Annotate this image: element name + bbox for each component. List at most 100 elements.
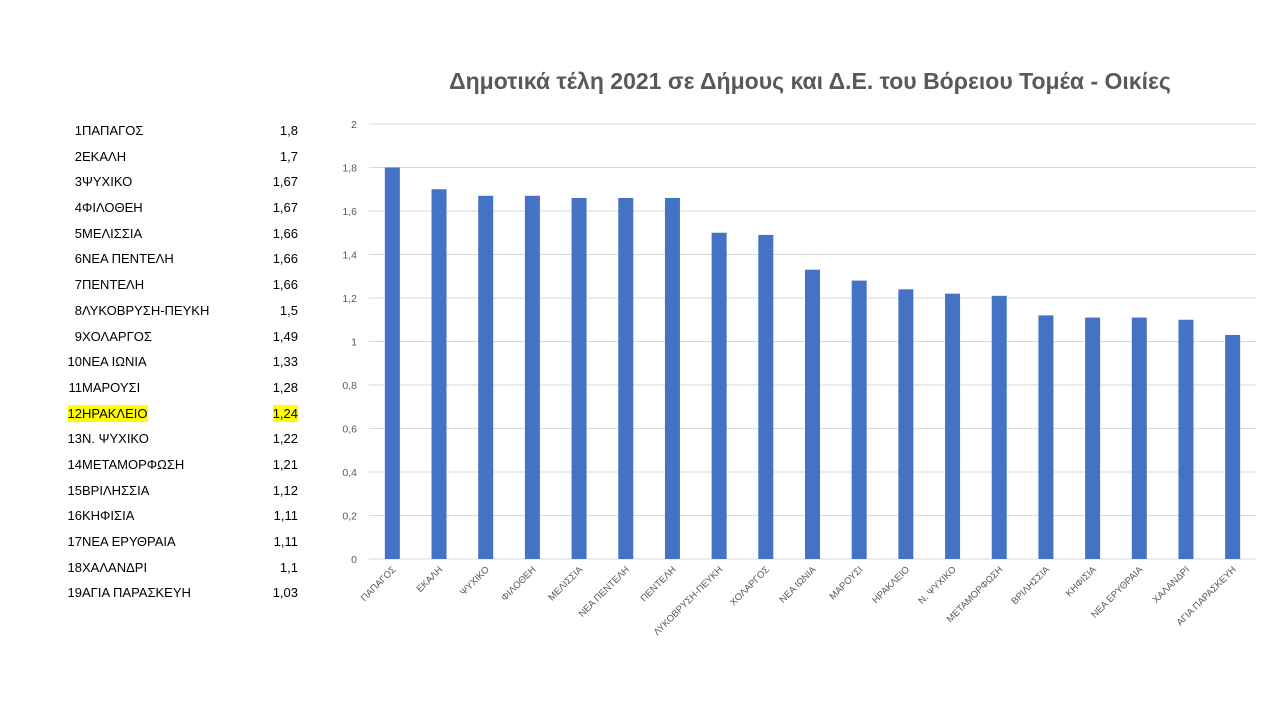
name-cell: ΜΕΛΙΣΣΙΑ (82, 221, 142, 247)
name-text: ΦΙΛΟΘΕΗ (82, 200, 143, 216)
value-cell: 1,67 (273, 169, 298, 195)
table-row: 15 ΒΡΙΛΗΣΣΙΑ 1,12 (58, 478, 303, 504)
x-tick-label: Ν. ΨΥΧΙΚΟ (916, 564, 958, 606)
rank-cell: 18 (58, 555, 82, 581)
table-row: 8 ΛΥΚΟΒΡΥΣΗ-ΠΕΥΚΗ 1,5 (58, 298, 303, 324)
y-tick-label: 0 (351, 554, 357, 566)
rank-text: 15 (67, 482, 82, 498)
value-cell: 1,8 (280, 118, 298, 144)
name-text: ΨΥΧΙΚΟ (82, 174, 133, 190)
value-text: 1,03 (272, 585, 298, 601)
value-cell: 1,24 (272, 401, 298, 427)
rank-text: 2 (74, 148, 82, 164)
name-text: ΧΟΛΑΡΓΟΣ (82, 328, 152, 344)
name-cell: ΝΕΑ ΠΕΝΤΕΛΗ (82, 246, 174, 272)
table-row: 12 ΗΡΑΚΛΕΙΟ 1,24 (58, 401, 303, 427)
value-text: 1,28 (272, 379, 298, 395)
table-row: 13 Ν. ΨΥΧΙΚΟ 1,22 (58, 426, 303, 452)
x-tick-label: ΧΟΛΑΡΓΟΣ (728, 564, 772, 608)
table-row: 2 ΕΚΑΛΗ 1,7 (58, 144, 303, 170)
name-cell: ΝΕΑ ΕΡΥΘΡΑΙΑ (82, 529, 176, 555)
name-cell: ΚΗΦΙΣΙΑ (82, 503, 134, 529)
bar (384, 167, 400, 559)
table-row: 5 ΜΕΛΙΣΣΙΑ 1,66 (58, 221, 303, 247)
value-text: 1,67 (272, 174, 298, 190)
name-cell: ΗΡΑΚΛΕΙΟ (82, 401, 148, 427)
bar (571, 197, 587, 559)
rank-text: 14 (67, 456, 82, 472)
rank-text: 8 (74, 302, 82, 318)
table-row: 19 ΑΓΙΑ ΠΑΡΑΣΚΕΥΗ 1,03 (58, 580, 303, 606)
table-row: 4 ΦΙΛΟΘΕΗ 1,67 (58, 195, 303, 221)
value-cell: 1,66 (273, 221, 298, 247)
rank-cell: 7 (58, 272, 82, 298)
rank-text: 3 (74, 174, 82, 190)
table-row: 9 ΧΟΛΑΡΓΟΣ 1,49 (58, 324, 303, 350)
ranking-table: 1 ΠΑΠΑΓΟΣ 1,8 2 ΕΚΑΛΗ 1,7 3 ΨΥΧΙΚΟ 1,67 4 ΦΙΛΟΘΕΗ 1… (58, 118, 303, 606)
x-tick-label: ΚΗΦΙΣΙΑ (1064, 564, 1099, 599)
value-text: 1,8 (279, 123, 298, 138)
bar (664, 197, 680, 559)
value-text: 1,7 (279, 148, 298, 164)
name-cell: ΦΙΛΟΘΕΗ (82, 195, 143, 221)
value-text: 1,67 (272, 200, 298, 216)
bar (945, 293, 961, 559)
bar (1038, 315, 1054, 559)
y-tick-label: 1 (351, 337, 357, 349)
bar (898, 289, 914, 559)
rank-cell: 16 (58, 503, 82, 529)
value-cell: 1,12 (273, 478, 298, 504)
rank-cell: 14 (58, 452, 82, 478)
rank-text: 19 (67, 585, 82, 601)
name-text: ΝΕΑ ΠΕΝΤΕΛΗ (82, 251, 174, 267)
rank-cell: 2 (58, 144, 82, 170)
name-cell: ΧΟΛΑΡΓΟΣ (82, 324, 152, 350)
bar (805, 269, 820, 559)
y-axis-labels: 0 0,2 0,4 0,6 0,8 1 1,2 1,4 1,6 1,8 2 (342, 119, 357, 566)
bar (1225, 334, 1241, 559)
y-tick-label: 0,2 (342, 511, 357, 523)
value-text: 1,66 (272, 277, 298, 293)
name-text: ΝΕΑ ΙΩΝΙΑ (82, 354, 147, 370)
name-text: ΗΡΑΚΛΕΙΟ (82, 404, 148, 422)
name-text: ΝΕΑ ΕΡΥΘΡΑΙΑ (82, 534, 176, 549)
name-text: ΕΚΑΛΗ (82, 148, 127, 164)
x-tick-label: ΗΡΑΚΛΕΙΟ (870, 564, 912, 606)
value-text: 1,66 (272, 251, 298, 267)
rank-cell: 5 (58, 221, 82, 247)
name-cell: ΜΑΡΟΥΣΙ (82, 375, 140, 401)
table-row: 16 ΚΗΦΙΣΙΑ 1,11 (58, 503, 303, 529)
name-cell: ΧΑΛΑΝΔΡΙ (82, 555, 147, 581)
y-tick-label: 1,6 (342, 206, 357, 218)
value-text: 1,49 (272, 328, 298, 344)
y-tick-label: 2 (351, 119, 357, 131)
value-text: 1,11 (273, 508, 298, 524)
value-cell: 1,21 (273, 452, 298, 478)
value-cell: 1,1 (280, 555, 298, 581)
x-tick-label: ΠΑΠΑΓΟΣ (359, 564, 399, 604)
table-row: 7 ΠΕΝΤΕΛΗ 1,66 (58, 272, 303, 298)
x-tick-label: ΕΚΑΛΗ (415, 564, 446, 595)
name-text: ΑΓΙΑ ΠΑΡΑΣΚΕΥΗ (82, 585, 191, 601)
table-row: 14 ΜΕΤΑΜΟΡΦΩΣΗ 1,21 (58, 452, 303, 478)
rank-text: 1 (74, 123, 82, 138)
value-cell: 1,66 (273, 246, 298, 272)
bar (711, 232, 727, 559)
rank-cell: 13 (58, 426, 82, 452)
rank-text: 18 (67, 559, 82, 575)
bar (1131, 317, 1147, 559)
rank-cell: 9 (58, 324, 82, 350)
value-cell: 1,28 (273, 375, 298, 401)
rank-text: 11 (68, 379, 83, 395)
x-tick-label: ΦΙΛΟΘΕΗ (499, 564, 538, 603)
x-tick-label: ΠΕΝΤΕΛΗ (639, 564, 679, 604)
x-tick-label: ΨΥΧΙΚΟ (458, 564, 492, 598)
rank-text: 9 (74, 328, 82, 344)
rank-text: 10 (67, 354, 82, 370)
rank-text: 4 (74, 200, 82, 216)
rank-cell: 8 (58, 298, 82, 324)
table-row: 3 ΨΥΧΙΚΟ 1,67 (58, 169, 303, 195)
value-cell: 1,33 (273, 349, 298, 375)
bar (1085, 317, 1101, 559)
